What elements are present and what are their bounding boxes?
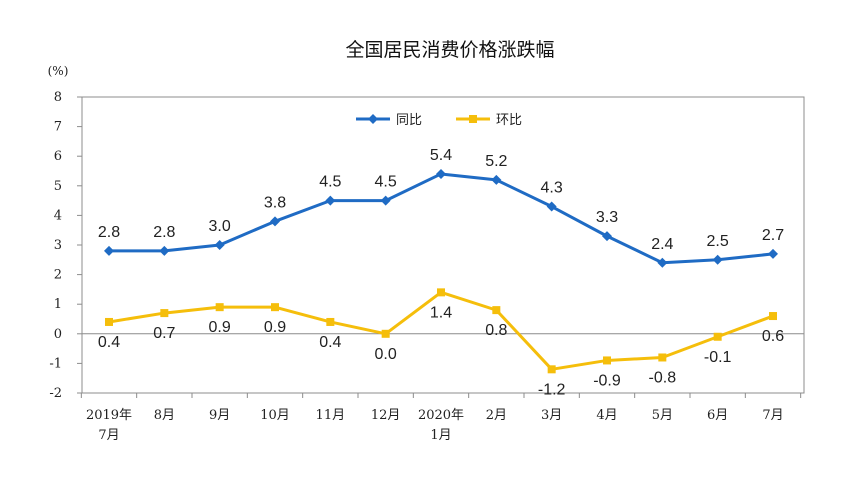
- data-label: -0.9: [593, 372, 621, 389]
- legend-label: 环比: [496, 113, 522, 128]
- data-label: 2.4: [651, 236, 673, 253]
- y-tick-label: 0: [54, 327, 62, 342]
- data-label: 4.5: [375, 174, 397, 191]
- x-tick-label: 7月: [762, 408, 783, 423]
- data-point: [104, 245, 114, 256]
- data-label: 5.4: [430, 147, 452, 164]
- y-tick-label: 2: [54, 268, 62, 283]
- y-tick-label: 4: [54, 208, 62, 223]
- data-label: 0.0: [375, 346, 397, 363]
- x-tick-label: 5月: [652, 408, 673, 423]
- data-label: 4.5: [319, 174, 341, 191]
- y-tick-label: -1: [49, 356, 62, 371]
- data-point: [326, 317, 335, 326]
- data-point: [491, 174, 502, 185]
- x-tick-label: 6月: [707, 408, 728, 423]
- data-point: [271, 303, 279, 312]
- data-point: [712, 254, 723, 265]
- y-tick-label: 6: [54, 149, 62, 164]
- x-tick-label: 11月: [316, 408, 346, 423]
- data-point: [325, 195, 336, 206]
- data-point: [769, 312, 777, 321]
- legend-label: 同比: [396, 113, 422, 128]
- data-label: 1.4: [430, 304, 452, 321]
- x-tick-label: 2020年: [418, 408, 464, 423]
- x-tick-label: 7月: [98, 428, 119, 443]
- series-layer: 2.8 2.8 3.0 3.8 4.5 4.5 5.4 5.2 4.3 3.3 2.4 2.5 2.7 0…: [98, 147, 784, 398]
- data-label: -0.1: [704, 349, 732, 366]
- data-point: [160, 309, 169, 318]
- data-label: 3.0: [209, 218, 231, 235]
- data-point: [214, 240, 225, 250]
- data-point: [436, 168, 446, 179]
- data-point: [492, 306, 501, 315]
- legend: 同比 环比: [356, 113, 522, 128]
- y-tick-label: 1: [54, 297, 62, 312]
- x-tick-label: 9月: [209, 408, 230, 423]
- data-label: -1.2: [538, 381, 566, 398]
- data-point: [270, 216, 280, 227]
- data-point: [547, 365, 556, 374]
- data-point: [381, 329, 390, 338]
- y-axis-unit: (%): [48, 64, 69, 78]
- data-label: 0.4: [319, 334, 341, 351]
- data-point: [658, 353, 667, 362]
- data-point: [657, 257, 668, 268]
- x-tick-label: 2019年: [86, 408, 132, 423]
- data-label: 0.8: [485, 322, 507, 339]
- data-label: 0.9: [209, 319, 231, 336]
- x-tick-label: 8月: [154, 408, 175, 423]
- x-tick-label: 10月: [260, 408, 290, 423]
- x-tick-label: 3月: [541, 408, 562, 423]
- data-point: [105, 317, 113, 326]
- data-point: [380, 195, 391, 206]
- data-label: 2.8: [98, 224, 120, 241]
- y-tick-label: 8: [54, 90, 62, 105]
- y-tick-label: 7: [54, 120, 62, 135]
- data-label: 0.9: [264, 319, 286, 336]
- data-point: [713, 332, 722, 341]
- data-point: [768, 248, 778, 259]
- x-axis-ticks: 2019年 7月 8月 9月 10月 11月 12月 2020年 1月 2月 3月 4月 5月 6月 7月: [80, 393, 802, 443]
- data-point: [603, 356, 611, 365]
- y-tick-label: 5: [54, 179, 62, 194]
- x-tick-label: 4月: [596, 408, 617, 423]
- data-label: 0.6: [762, 328, 784, 345]
- data-label: 5.2: [485, 153, 507, 170]
- x-tick-label: 12月: [371, 408, 401, 423]
- data-label: 4.3: [541, 180, 563, 197]
- legend-marker: [469, 115, 477, 123]
- y-axis-ticks: 8 7 6 5 4 3 2 1 0 -1 -2: [49, 90, 82, 401]
- data-point: [159, 245, 170, 256]
- data-label: 2.5: [707, 233, 729, 250]
- data-label: 2.8: [153, 224, 175, 241]
- chart-title: 全国居民消费价格涨跌幅: [345, 39, 554, 61]
- plot-area-frame: [81, 96, 805, 394]
- data-label: 2.7: [762, 227, 784, 244]
- data-point: [437, 288, 445, 297]
- data-point: [215, 303, 224, 312]
- data-label: 0.4: [98, 334, 120, 351]
- data-label: 3.8: [264, 194, 286, 211]
- legend-marker: [368, 114, 378, 124]
- y-tick-label: 3: [54, 238, 62, 253]
- data-point: [602, 231, 612, 242]
- x-tick-label: 2月: [486, 408, 507, 423]
- data-label: 0.7: [153, 325, 175, 342]
- x-tick-label: 1月: [430, 428, 451, 443]
- data-label: -0.8: [649, 369, 677, 386]
- y-tick-label: -2: [49, 386, 62, 401]
- data-point: [546, 201, 557, 212]
- data-label: 3.3: [596, 209, 618, 226]
